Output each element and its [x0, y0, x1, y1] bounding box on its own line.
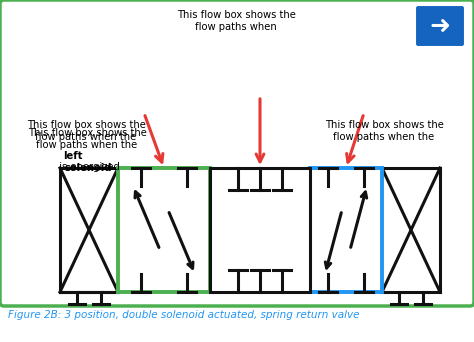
Text: left: left	[63, 151, 83, 161]
Text: This flow box shows the
flow paths when: This flow box shows the flow paths when	[178, 10, 296, 31]
FancyBboxPatch shape	[415, 5, 465, 47]
Text: This flow box shows the
flow paths when the: This flow box shows the flow paths when …	[27, 120, 146, 142]
Bar	[118, 168, 210, 292]
Bar	[210, 168, 310, 292]
Bar	[310, 168, 382, 292]
Text: This flow box shows the
flow paths when the: This flow box shows the flow paths when …	[28, 128, 147, 149]
Text: solenoid: solenoid	[64, 151, 112, 173]
Text: is energized: is energized	[56, 162, 120, 172]
Text: ➜: ➜	[429, 14, 450, 38]
Text: Figure 2B: 3 position, double solenoid actuated, spring return valve: Figure 2B: 3 position, double solenoid a…	[8, 310, 359, 320]
Text: This flow box shows the
flow paths when the: This flow box shows the flow paths when …	[326, 120, 445, 142]
FancyBboxPatch shape	[0, 0, 474, 306]
